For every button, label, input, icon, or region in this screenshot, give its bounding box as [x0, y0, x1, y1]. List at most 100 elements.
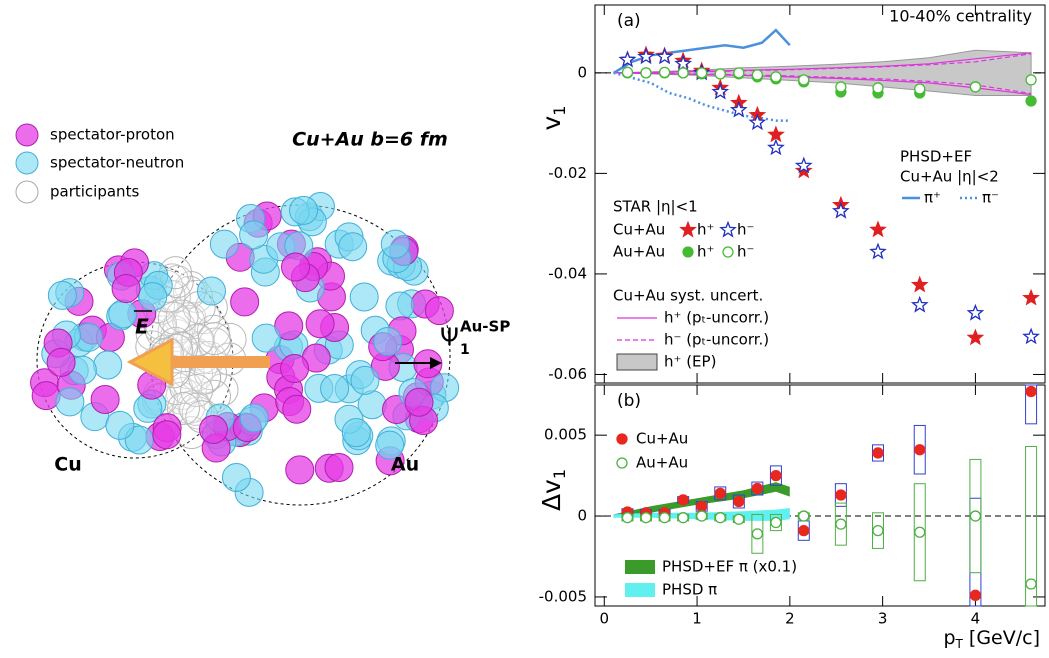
spectator-proton	[230, 287, 260, 317]
x-tick-label: 0	[600, 610, 610, 628]
participant	[197, 322, 231, 356]
legend-swatch	[15, 123, 39, 147]
legend-label: h⁻	[737, 221, 754, 239]
y-tick-label: -0.02	[548, 164, 587, 182]
spectator-neutron	[373, 326, 403, 356]
data-point	[835, 489, 847, 501]
data-point	[751, 69, 764, 81]
data-point	[677, 494, 689, 506]
data-point	[751, 482, 764, 495]
spectator-proton	[152, 420, 182, 450]
legend-marker	[682, 246, 694, 258]
spectator-neutron	[93, 350, 123, 380]
model-band	[613, 482, 790, 518]
y-tick-label: -0.04	[548, 264, 587, 282]
data-point	[835, 518, 847, 530]
data-point	[794, 161, 813, 179]
spectator-proton	[305, 309, 335, 339]
spectator-neutron	[380, 229, 410, 259]
legend-swatch	[625, 583, 655, 597]
participant	[181, 323, 215, 357]
data-point	[831, 201, 850, 219]
data-point	[677, 67, 689, 79]
collision-cartoon: spectator-proton spectator-neutron parti…	[15, 123, 510, 507]
legend-swatch	[15, 151, 39, 175]
y-axis-label-part: 1	[550, 106, 569, 116]
x-axis-label-part: [GeV/c]	[963, 627, 1040, 649]
data-point	[914, 83, 926, 95]
data-point	[696, 500, 708, 512]
data-point	[770, 71, 782, 83]
legend-group: Cu+Au	[613, 221, 665, 239]
legend-swatch	[15, 180, 39, 204]
y-tick-label: -0.06	[548, 365, 587, 383]
panel-label: (b)	[617, 391, 641, 411]
data-point	[640, 512, 652, 524]
field-arrowhead	[126, 337, 174, 387]
data-point	[966, 303, 985, 321]
y-axis-label: v1	[537, 106, 569, 131]
spectator-neutron	[47, 280, 77, 310]
nucleus-outline	[149, 204, 451, 506]
spectator-neutron	[251, 323, 281, 353]
spectator-neutron	[289, 195, 319, 225]
data-point	[621, 512, 634, 524]
data-point	[869, 242, 887, 260]
data-point	[872, 82, 884, 94]
data-point	[733, 513, 745, 525]
spectator-neutron	[350, 365, 380, 395]
plot-frame	[594, 384, 1046, 607]
spectator-proton	[274, 311, 304, 341]
data-point	[674, 54, 693, 72]
x-tick-label: 3	[878, 610, 888, 628]
spectator-neutron	[239, 220, 269, 250]
data-point	[658, 66, 671, 79]
data-point	[910, 295, 929, 313]
spectator-neutron	[221, 462, 251, 492]
spectator-neutron	[385, 291, 415, 321]
x-axis-label-part: T	[955, 637, 964, 651]
data-point	[637, 47, 655, 65]
legend-marker	[679, 220, 697, 238]
legend-label: π⁻	[982, 189, 999, 207]
data-point	[969, 589, 982, 601]
data-point	[770, 516, 782, 529]
legend-label: π⁺	[924, 189, 941, 207]
plane-superscript: Au-SP	[460, 318, 510, 336]
spectator-proton	[282, 394, 312, 424]
spectator-proton	[198, 415, 228, 445]
spectator-proton	[324, 452, 354, 482]
y-tick-label: 0	[577, 507, 587, 525]
x-tick-label: 2	[785, 610, 795, 628]
spectator-neutron	[338, 232, 368, 262]
data-point	[1022, 288, 1040, 306]
legend-marker	[722, 246, 734, 258]
legend-label: Au+Au	[636, 454, 688, 472]
data-point	[794, 156, 813, 174]
spectator-proton	[404, 387, 434, 417]
y-axis-label-part: Δv	[537, 479, 566, 511]
spectator-proton	[285, 455, 315, 485]
y-tick-label: 0	[577, 63, 587, 81]
data-point	[966, 328, 985, 346]
data-point	[872, 524, 884, 537]
spectator-proton	[280, 354, 310, 384]
data-point	[798, 74, 810, 86]
legend-label: participants	[50, 183, 139, 201]
data-point	[835, 81, 847, 93]
y-tick-label: 0.005	[544, 426, 587, 444]
data-point	[748, 113, 767, 131]
syst-box	[1025, 384, 1038, 425]
syst-band	[613, 49, 1032, 96]
nucleus-label: Cu	[54, 454, 81, 476]
data-point	[677, 512, 689, 524]
data-point	[696, 510, 708, 522]
data-point	[1022, 327, 1040, 345]
legend-title: Cu+Au syst. uncert.	[613, 287, 763, 305]
y-tick-label: -0.005	[539, 587, 587, 605]
legend-swatch	[616, 353, 658, 371]
spectator-proton	[90, 384, 120, 414]
participant	[180, 374, 214, 408]
spectator-proton	[280, 252, 310, 282]
data-point	[711, 82, 730, 100]
